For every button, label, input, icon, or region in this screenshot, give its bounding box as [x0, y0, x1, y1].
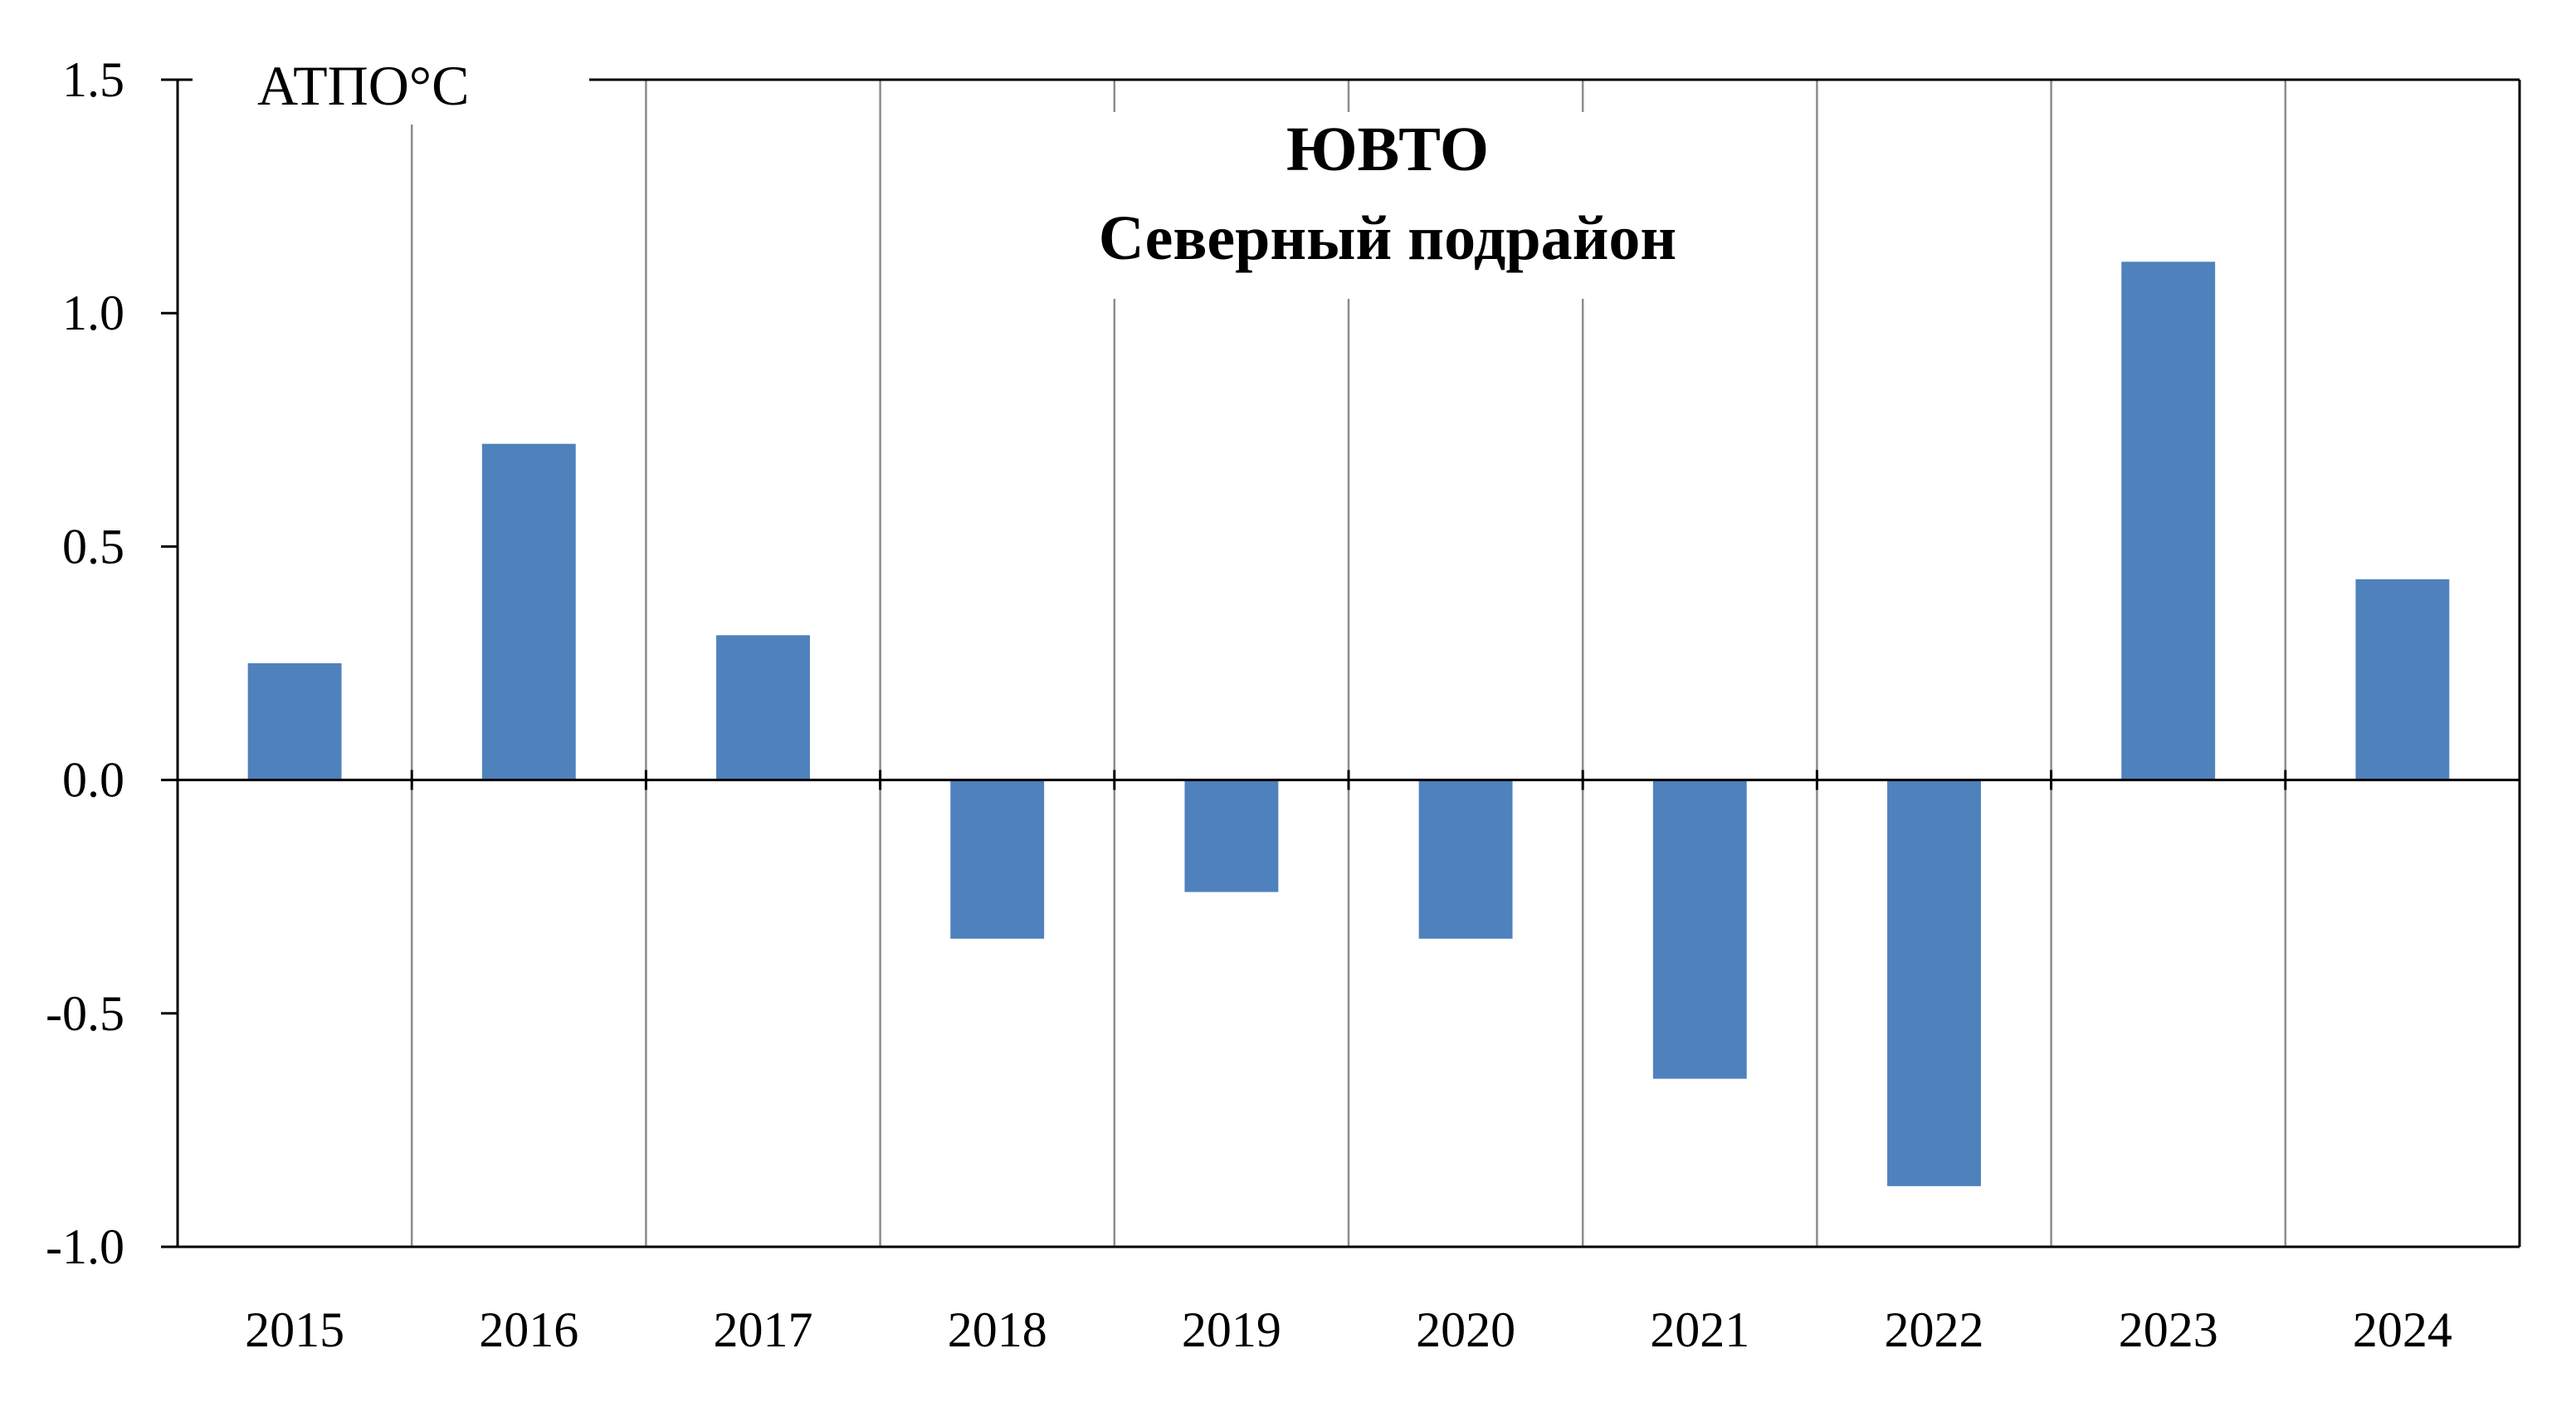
x-tick-label: 2015	[245, 1302, 344, 1357]
x-tick-label: 2020	[1416, 1302, 1515, 1357]
y-tick-label: 1.5	[62, 52, 124, 107]
chart-subtitle: Северный подрайон	[1099, 203, 1676, 273]
x-tick-label: 2023	[2119, 1302, 2218, 1357]
bar-2016	[481, 443, 576, 780]
bar-2015	[247, 663, 342, 780]
x-tick-label: 2018	[948, 1302, 1047, 1357]
bar-2019	[1184, 779, 1279, 892]
x-tick-label: 2017	[714, 1302, 813, 1357]
x-tick-label: 2024	[2353, 1302, 2452, 1357]
bar-2021	[1652, 779, 1747, 1079]
chart-title: ЮВТО	[1286, 115, 1489, 184]
bar-2017	[716, 635, 810, 780]
unit-label-background	[193, 58, 589, 125]
y-tick-label: 0.5	[62, 519, 124, 574]
bar-2023	[2121, 261, 2216, 780]
bar-2018	[950, 779, 1045, 939]
y-tick-label: -0.5	[46, 986, 124, 1041]
x-tick-label: 2016	[479, 1302, 578, 1357]
y-unit-label: АТПО°С	[257, 54, 469, 117]
x-tick-label: 2022	[1885, 1302, 1984, 1357]
bar-2020	[1418, 779, 1513, 939]
bar-2022	[1887, 779, 1981, 1186]
bars-group	[247, 261, 2450, 1186]
title-background	[996, 112, 1776, 299]
y-tick-labels: 1.5 1.0 0.5 0.0 -0.5 -1.0	[46, 52, 178, 1274]
x-tick-labels: 2015 2016 2017 2018 2019 2020 2021 2022 2023 2024	[245, 1302, 2452, 1357]
x-tick-label: 2021	[1650, 1302, 1749, 1357]
bar-2024	[2355, 579, 2450, 780]
y-tick-label: -1.0	[46, 1219, 124, 1274]
y-tick-label: 1.0	[62, 286, 124, 340]
y-tick-label: 0.0	[62, 753, 124, 808]
x-tick-label: 2019	[1182, 1302, 1281, 1357]
